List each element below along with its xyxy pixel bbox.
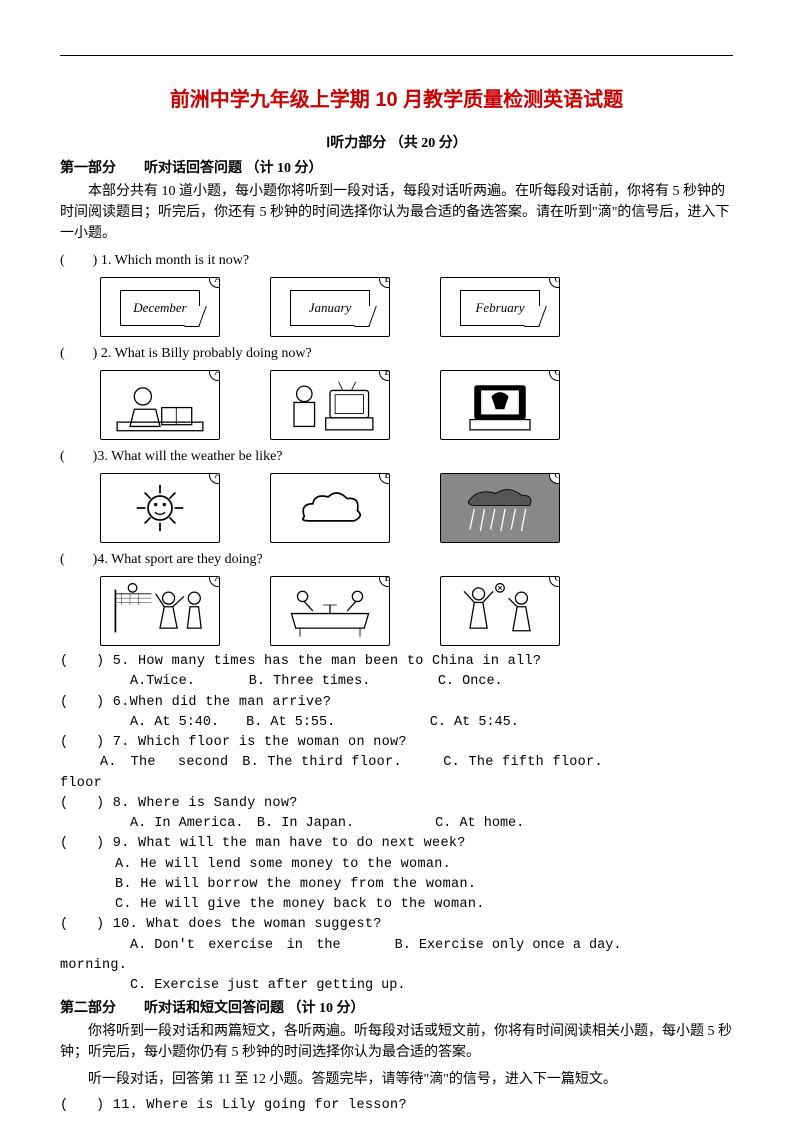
- q2-images: A B C: [100, 370, 733, 440]
- sketch-cloudy: [275, 478, 385, 538]
- q9-optB: B. He will borrow the money from the wom…: [115, 875, 733, 895]
- q3-option-b[interactable]: B: [270, 473, 390, 543]
- q4-option-c[interactable]: C: [440, 576, 560, 646]
- question-10: ( ) 10. What does the woman suggest?: [60, 915, 733, 935]
- calendar-february: February: [460, 290, 540, 326]
- q9-optC: C. He will give the money back to the wo…: [115, 895, 733, 915]
- q3-option-c[interactable]: C: [440, 473, 560, 543]
- question-4: ( )4. What sport are they doing?: [60, 549, 733, 570]
- question-11: ( ) 11. Where is Lily going for lesson?: [60, 1096, 733, 1116]
- main-title: 前洲中学九年级上学期 10 月教学质量检测英语试题: [60, 85, 733, 115]
- calendar-december: December: [120, 290, 200, 326]
- q10-optsAB: A. Don't exercise in the B. Exercise onl…: [130, 936, 733, 956]
- part2-p2: 听一段对话，回答第 11 至 12 小题。答题完毕，请等待"滴"的信号，进入下一…: [60, 1069, 733, 1090]
- badge-a: A: [209, 277, 220, 288]
- sketch-basketball: [445, 581, 555, 641]
- q6-options: A. At 5:40. B. At 5:55. C. At 5:45.: [130, 713, 733, 733]
- sketch-rainy: [445, 478, 555, 538]
- q1-option-b[interactable]: B January: [270, 277, 390, 337]
- badge-c: C: [549, 277, 560, 288]
- sketch-reading: [105, 375, 215, 435]
- q10-trail: morning.: [60, 956, 733, 976]
- sketch-volleyball: [105, 581, 215, 641]
- q4-option-b[interactable]: B: [270, 576, 390, 646]
- question-3: ( )3. What will the weather be like?: [60, 446, 733, 467]
- question-7: ( ) 7. Which floor is the woman on now?: [60, 733, 733, 753]
- q7-options: A. The second B. The third floor. C. The…: [100, 753, 733, 773]
- part2-header: 第二部分 听对话和短文回答问题 （计 10 分）: [60, 998, 733, 1019]
- sketch-tv: [275, 375, 385, 435]
- question-8: ( ) 8. Where is Sandy now?: [60, 794, 733, 814]
- q3-images: A B C: [100, 473, 733, 543]
- q7-trail: floor: [60, 774, 733, 794]
- q2-option-b[interactable]: B: [270, 370, 390, 440]
- question-6: ( ) 6.When did the man arrive?: [60, 693, 733, 713]
- top-divider: [60, 55, 733, 56]
- q2-option-a[interactable]: A: [100, 370, 220, 440]
- part2-p1: 你将听到一段对话和两篇短文，各听两遍。听每段对话或短文前，你将有时间阅读相关小题…: [60, 1021, 733, 1063]
- question-1: ( ) 1. Which month is it now?: [60, 250, 733, 271]
- badge-b: B: [379, 277, 390, 288]
- q9-optA: A. He will lend some money to the woman.: [115, 855, 733, 875]
- q4-images: A B C: [100, 576, 733, 646]
- q10-optC: C. Exercise just after getting up.: [130, 976, 733, 996]
- q1-option-c[interactable]: C February: [440, 277, 560, 337]
- q1-option-a[interactable]: A December: [100, 277, 220, 337]
- q1-images: A December B January C February: [100, 277, 733, 337]
- part1-instructions: 本部分共有 10 道小题，每小题你将听到一段对话，每段对话听两遍。在听每段对话前…: [60, 181, 733, 244]
- calendar-january: January: [290, 290, 370, 326]
- sketch-tv-silhouette: [445, 375, 555, 435]
- section-header: Ⅰ听力部分 （共 20 分）: [60, 133, 733, 154]
- question-2: ( ) 2. What is Billy probably doing now?: [60, 343, 733, 364]
- question-9: ( ) 9. What will the man have to do next…: [60, 834, 733, 854]
- q2-option-c[interactable]: C: [440, 370, 560, 440]
- q5-options: A.Twice. B. Three times. C. Once.: [130, 672, 733, 692]
- q3-option-a[interactable]: A: [100, 473, 220, 543]
- sketch-pingpong: [275, 581, 385, 641]
- question-5: ( ) 5. How many times has the man been t…: [60, 652, 733, 672]
- sketch-sunny: [105, 478, 215, 538]
- q8-options: A. In America. B. In Japan. C. At home.: [130, 814, 733, 834]
- part1-header: 第一部分 听对话回答问题 （计 10 分）: [60, 158, 733, 179]
- q4-option-a[interactable]: A: [100, 576, 220, 646]
